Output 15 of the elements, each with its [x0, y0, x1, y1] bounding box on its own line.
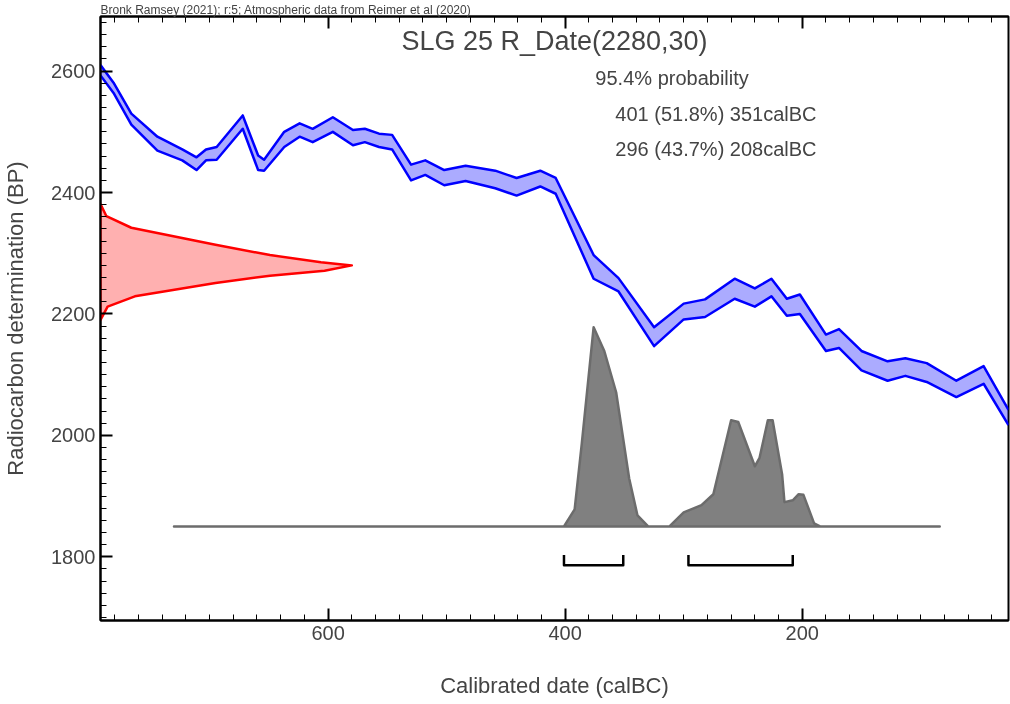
y-tick-label: 1800	[51, 545, 96, 568]
y-axis-title: Radiocarbon determination (BP)	[3, 161, 29, 476]
y-tick-label: 2200	[51, 302, 96, 325]
x-tick-label: 600	[311, 621, 345, 644]
y-tick-label: 2000	[51, 424, 96, 447]
annotation: 296 (43.7%) 208calBC	[615, 138, 817, 161]
annotation: 401 (51.8%) 351calBC	[615, 102, 817, 125]
x-tick-label: 200	[785, 621, 819, 644]
chart-title: SLG 25 R_Date(2280,30)	[401, 25, 708, 56]
x-tick-label: 400	[548, 621, 582, 644]
x-axis-title: Calibrated date (calBC)	[440, 672, 669, 698]
y-tick-label: 2600	[51, 60, 96, 83]
text: Bronk Ramsey (2021); r:5; Atmospheric data from Reimer et al (2020)	[100, 2, 471, 17]
annotation: 95.4% probability	[595, 67, 749, 90]
y-tick-label: 2400	[51, 181, 96, 204]
